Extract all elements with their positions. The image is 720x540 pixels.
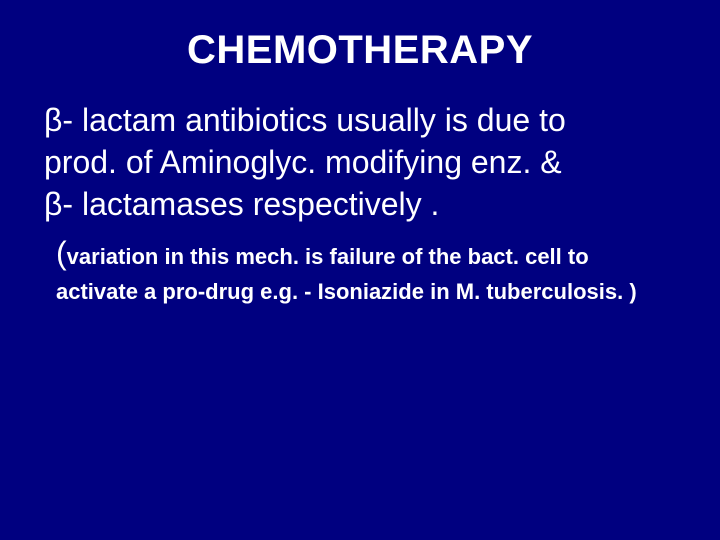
body-line-1: β- lactam antibiotics usually is due to (44, 102, 566, 138)
body-note: (variation in this mech. is failure of t… (44, 230, 676, 308)
slide: CHEMOTHERAPY β- lactam antibiotics usual… (0, 0, 720, 540)
note-line-1: variation in this mech. is failure of th… (67, 244, 589, 269)
note-line-2: activate a pro-drug e.g. - Isoniazide in… (56, 279, 637, 304)
body-line-3: β- lactamases respectively . (44, 186, 439, 222)
body-line-2: prod. of Aminoglyc. modifying enz. & (44, 144, 562, 180)
open-paren: ( (56, 235, 67, 271)
body-main: β- lactam antibiotics usually is due to … (44, 99, 676, 226)
slide-title: CHEMOTHERAPY (44, 28, 676, 73)
